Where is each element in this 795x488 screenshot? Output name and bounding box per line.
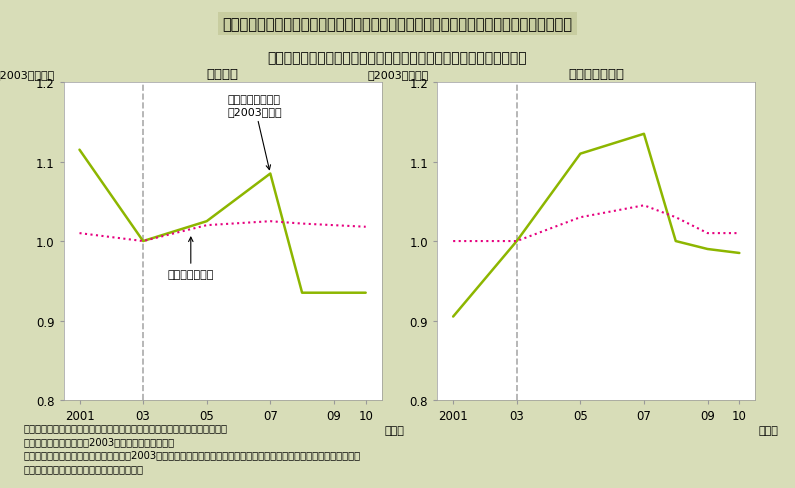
Text: （備考）　１．経済産業省「企業活動基本調査」の個票データにより作成。: （備考） １．経済産業省「企業活動基本調査」の個票データにより作成。	[24, 422, 228, 432]
Text: （2003年＝１）: （2003年＝１）	[0, 70, 55, 80]
Text: 第２－３－９図　非製造業における海外進出開始企業と非進出企業の国内従業員数の比較: 第２－３－９図 非製造業における海外進出開始企業と非進出企業の国内従業員数の比較	[223, 17, 572, 32]
Text: 海外非進出企業: 海外非進出企業	[168, 238, 214, 279]
Text: ３．海外進出開始企業とは、2003年に海外進出を開始した企業のこと、海外非進出企業とは海外進出を実施し: ３．海外進出開始企業とは、2003年に海外進出を開始した企業のこと、海外非進出企…	[24, 449, 361, 459]
Title: （参考）製造業: （参考）製造業	[568, 67, 624, 81]
Title: 非製造業: 非製造業	[207, 67, 238, 81]
Text: （年）: （年）	[758, 426, 778, 435]
Text: ていない企業のことを指す。: ていない企業のことを指す。	[24, 463, 144, 473]
Text: 海外進出開始企業は非開始企業に比べて国内従業員数が増加する傾向: 海外進出開始企業は非開始企業に比べて国内従業員数が増加する傾向	[268, 51, 527, 65]
Text: （年）: （年）	[385, 426, 405, 435]
Text: 海外進出開始企業
（2003年～）: 海外進出開始企業 （2003年～）	[227, 95, 281, 170]
Text: ２．それぞれ2003年を１としたきの値。: ２．それぞれ2003年を１としたきの値。	[24, 436, 175, 446]
Text: （2003年＝１）: （2003年＝１）	[367, 70, 429, 80]
